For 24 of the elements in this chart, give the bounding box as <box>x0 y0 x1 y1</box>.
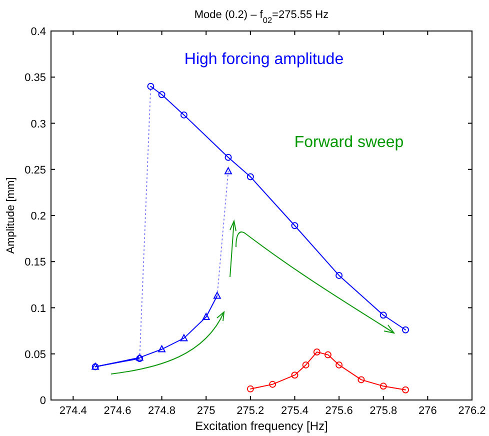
y-tick-label: 0.25 <box>24 164 46 176</box>
annotation: High forcing amplitude <box>184 51 344 68</box>
x-tick-label: 276.2 <box>458 405 486 417</box>
y-tick-label: 0.1 <box>30 302 46 315</box>
x-tick-label: 275.2 <box>236 405 264 417</box>
x-tick-label: 275.4 <box>280 405 308 417</box>
x-tick-label: 274.6 <box>104 405 132 417</box>
y-tick-label: 0 <box>40 395 46 407</box>
x-tick-label: 276 <box>418 405 437 417</box>
chart-title: Mode (0.2) – f$_{02}$=275.55 Hz <box>194 9 329 24</box>
x-axis-title: Excitation frequency [Hz] <box>195 419 328 433</box>
x-tick-label: 275 <box>196 405 216 417</box>
y-tick-label: 0.3 <box>30 118 46 130</box>
annotation: Forward sweep <box>294 134 404 151</box>
y-axis-title: Amplitude [mm] <box>5 177 17 254</box>
y-tick-label: 0.4 <box>30 26 46 38</box>
y-tick-label: 0.15 <box>24 256 46 269</box>
y-tick-label: 0.2 <box>30 210 46 222</box>
x-tick-label: 275.6 <box>325 405 353 417</box>
x-tick-label: 274.4 <box>59 405 87 417</box>
y-tick-label: 0.35 <box>24 72 46 84</box>
x-tick-label: 275.8 <box>370 405 398 417</box>
x-tick-label: 274.8 <box>148 405 176 417</box>
y-tick-label: 0.05 <box>24 348 46 361</box>
